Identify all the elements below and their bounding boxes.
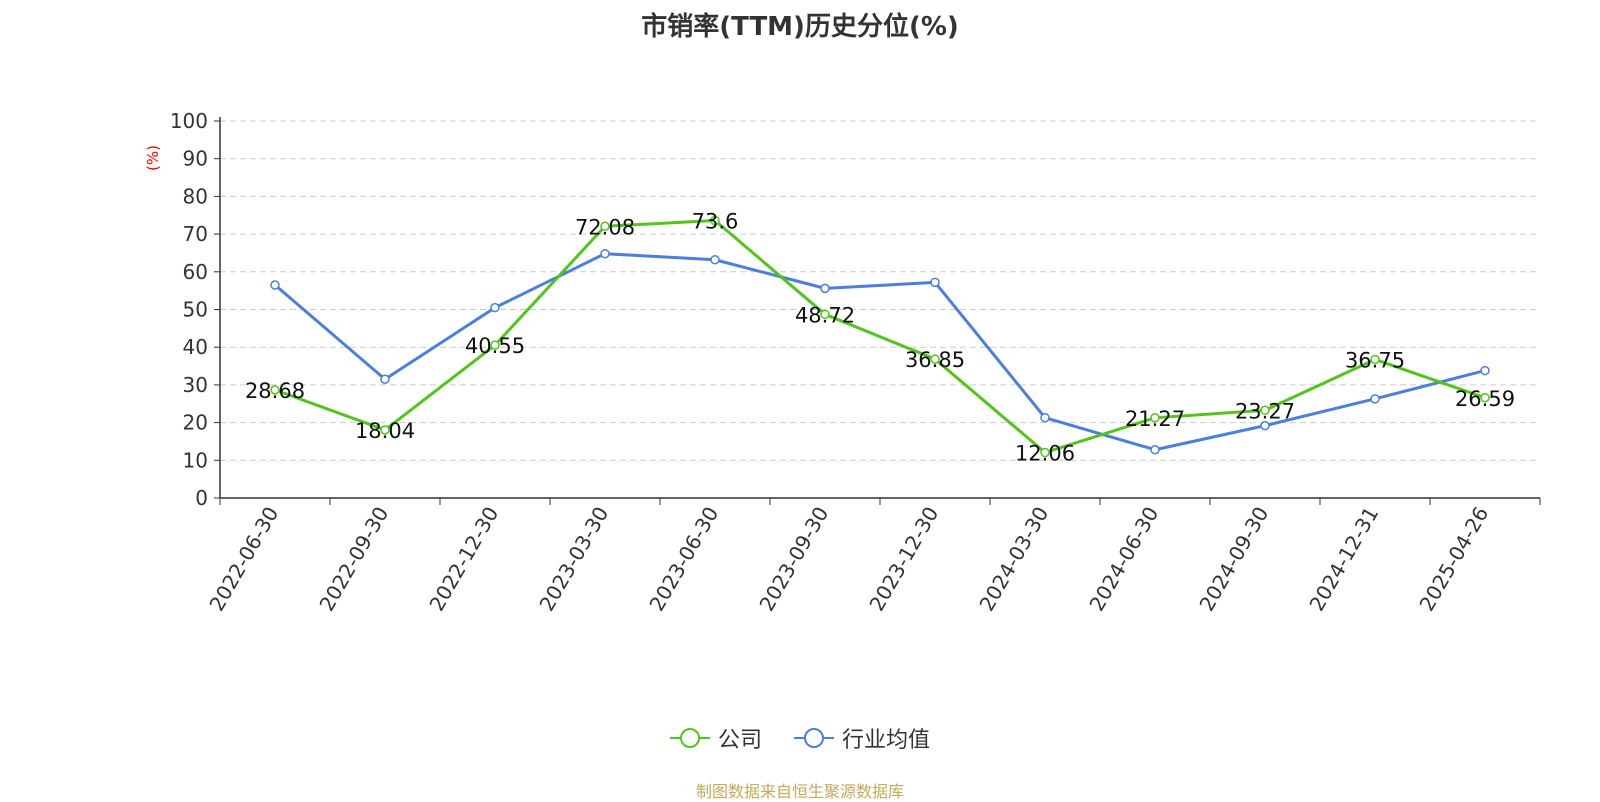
- series-layer: [270, 215, 1490, 458]
- legend-item-company[interactable]: 公司: [669, 722, 762, 754]
- series-0-point: [270, 385, 280, 395]
- x-tick-label: 2022-12-30: [424, 503, 503, 616]
- data-label: 36.75: [1345, 348, 1405, 372]
- axes: 0 10 20 30 40 50 60 70 80 90 100 2022-06-30 2022-09-…: [170, 109, 1541, 616]
- x-tick-label: 2024-09-30: [1194, 503, 1273, 616]
- x-tick-label: 2024-12-31: [1304, 503, 1383, 616]
- series-0-point: [1150, 413, 1160, 423]
- data-label: 28.68: [245, 379, 305, 403]
- data-label: 21.27: [1125, 407, 1185, 431]
- series-0-point: [930, 354, 940, 364]
- x-tick-label: 2022-06-30: [204, 503, 283, 616]
- series-1-point: [600, 248, 610, 259]
- data-label: 36.85: [905, 348, 965, 372]
- y-tick-label: 0: [195, 486, 208, 510]
- series-1-point: [490, 302, 500, 313]
- series-0-point: [710, 215, 720, 226]
- y-tick-label: 10: [183, 448, 208, 472]
- x-tick-label: 2024-06-30: [1084, 503, 1163, 616]
- y-tick-label: 60: [183, 260, 208, 284]
- grid-lines: [220, 120, 1540, 461]
- y-tick-label: 40: [183, 335, 208, 359]
- data-label: 48.72: [795, 303, 855, 327]
- series-1-point: [1040, 412, 1050, 423]
- y-axis-label: (%): [144, 145, 162, 171]
- x-tick-label: 2023-06-30: [644, 503, 723, 616]
- legend: 公司 行业均值: [0, 720, 1600, 756]
- x-tick-label: 2023-09-30: [754, 503, 833, 616]
- series-1-point: [1370, 394, 1380, 404]
- chart-title: 市销率(TTM)历史分位(%): [641, 12, 959, 42]
- series-1-point: [820, 283, 830, 294]
- y-tick-label: 90: [183, 147, 208, 171]
- legend-company-swatch: [669, 728, 710, 748]
- legend-company-label: 公司: [717, 728, 762, 753]
- series-1-point: [710, 254, 720, 265]
- series-1-point: [930, 277, 940, 288]
- data-label: 12.06: [1015, 442, 1075, 466]
- data-label: 73.6: [692, 210, 739, 234]
- series-0-point: [380, 425, 390, 435]
- series-line-0: [274, 219, 1486, 455]
- series-1-point: [270, 280, 280, 290]
- y-tick-label: 80: [183, 184, 208, 208]
- series-0-point: [820, 309, 830, 320]
- y-tick-label: 70: [183, 222, 208, 246]
- series-0-point: [1370, 354, 1380, 365]
- series-0-point: [600, 221, 610, 232]
- series-1-point: [380, 374, 390, 384]
- x-tick-label: 2023-12-30: [864, 503, 943, 616]
- series-1-point: [1150, 444, 1160, 455]
- y-tick-label: 20: [183, 411, 208, 435]
- y-tick-label: 100: [170, 109, 208, 133]
- data-labels: 28.68 18.04 40.55 72.08 73.6 48.72 36.85 12.06 2…: [245, 210, 1515, 466]
- y-tick-label: 30: [183, 373, 208, 397]
- series-0-point: [1260, 405, 1270, 416]
- series-1-point: [1260, 420, 1270, 431]
- x-tick-label: 2024-03-30: [974, 503, 1053, 616]
- x-tick-label: 2023-03-30: [534, 503, 613, 616]
- data-label: 72.08: [575, 215, 635, 239]
- legend-industry-label: 行业均值: [842, 728, 931, 753]
- legend-industry-swatch: [794, 728, 834, 748]
- y-tick-label: 50: [183, 298, 208, 322]
- series-line-1: [274, 252, 1486, 452]
- data-label: 40.55: [465, 334, 525, 358]
- x-tick-label: 2025-04-26: [1414, 503, 1493, 616]
- source-note: 制图数据来自恒生聚源数据库: [695, 782, 904, 801]
- data-label: 26.59: [1455, 387, 1515, 411]
- data-label: 18.04: [355, 419, 415, 443]
- series-0-point: [1040, 447, 1050, 458]
- series-0-point: [1480, 393, 1490, 403]
- data-label: 23.27: [1235, 399, 1295, 423]
- x-tick-label: 2022-09-30: [314, 503, 393, 616]
- series-0-point: [490, 340, 500, 350]
- series-1-point: [1480, 365, 1490, 376]
- legend-item-industry-average[interactable]: 行业均值: [794, 722, 930, 754]
